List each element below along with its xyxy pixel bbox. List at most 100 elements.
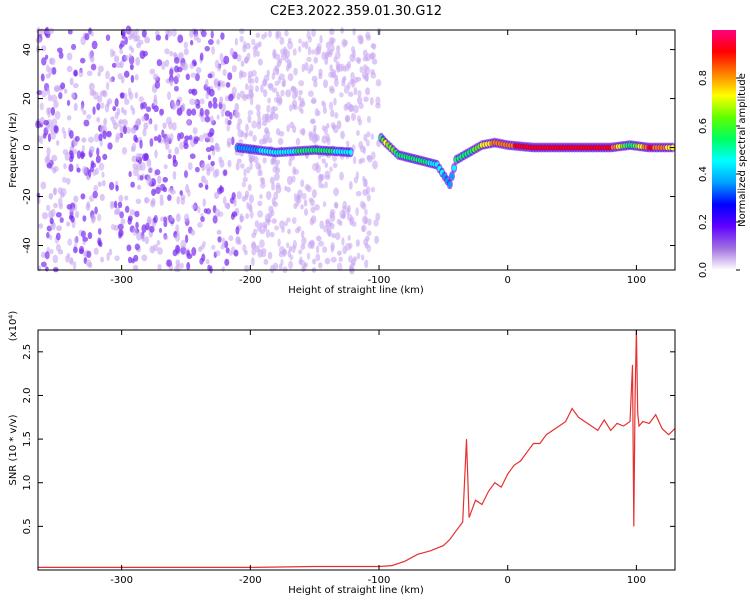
noise-speck — [185, 183, 190, 193]
noise-speck — [210, 30, 214, 39]
noise-speck — [365, 139, 370, 147]
noise-speck — [329, 166, 333, 173]
noise-speck — [278, 97, 283, 105]
noise-speck — [174, 265, 179, 273]
noise-speck — [264, 128, 270, 135]
noise-speck — [91, 40, 98, 50]
noise-speck — [277, 58, 283, 64]
noise-speck — [44, 54, 49, 60]
noise-speck — [299, 128, 306, 135]
noise-speck — [73, 195, 79, 203]
noise-speck — [47, 94, 53, 102]
x-tick-label: 0 — [505, 575, 511, 586]
noise-speck — [59, 217, 64, 223]
noise-speck — [248, 84, 254, 93]
noise-speck — [361, 175, 366, 182]
noise-speck — [66, 177, 71, 185]
noise-speck — [123, 70, 130, 78]
noise-speck — [341, 237, 345, 246]
noise-speck — [48, 27, 55, 34]
noise-speck — [290, 85, 296, 93]
noise-speck — [323, 79, 329, 89]
noise-speck — [66, 99, 71, 107]
noise-speck — [326, 48, 331, 56]
noise-speck — [294, 196, 300, 203]
noise-speck — [149, 225, 155, 233]
noise-speck — [200, 216, 205, 223]
noise-speck — [111, 62, 117, 68]
noise-speck — [318, 262, 323, 269]
noise-speck — [136, 231, 143, 241]
noise-speck — [369, 96, 374, 106]
noise-speck — [157, 175, 162, 184]
noise-speck — [247, 114, 252, 124]
noise-speck — [287, 40, 294, 50]
noise-speck — [55, 232, 61, 241]
noise-speck — [144, 197, 150, 204]
noise-speck — [191, 88, 195, 94]
noise-speck — [280, 48, 286, 55]
noise-speck — [278, 73, 285, 81]
noise-speck — [374, 235, 380, 244]
noise-speck — [243, 249, 248, 256]
noise-speck — [356, 129, 360, 136]
noise-speck — [165, 34, 169, 41]
noise-speck — [46, 87, 50, 96]
noise-speck — [86, 70, 93, 77]
noise-speck — [108, 181, 115, 191]
noise-speck — [67, 238, 73, 246]
noise-speck — [334, 202, 339, 209]
noise-speck — [310, 206, 316, 214]
noise-speck — [365, 73, 369, 82]
noise-speck — [345, 114, 351, 123]
noise-speck — [324, 257, 331, 265]
noise-speck — [105, 81, 110, 91]
noise-speck — [361, 202, 367, 210]
noise-speck — [280, 89, 285, 97]
noise-speck — [167, 91, 171, 101]
noise-speck — [121, 31, 126, 40]
noise-speck — [217, 236, 222, 243]
noise-speck — [121, 147, 128, 155]
y-tick-label: 1.5 — [22, 431, 33, 447]
noise-speck — [172, 249, 178, 257]
noise-speck — [47, 111, 51, 118]
noise-speck — [39, 135, 44, 145]
noise-speck — [148, 166, 153, 173]
noise-speck — [334, 232, 341, 241]
noise-speck — [106, 100, 110, 108]
noise-speck — [339, 209, 346, 219]
noise-speck — [245, 123, 249, 133]
noise-speck — [114, 200, 118, 209]
noise-speck — [172, 171, 177, 180]
snr-y-label: SNR (10 * v/v) — [8, 414, 19, 485]
noise-speck — [375, 96, 381, 106]
noise-speck — [191, 247, 197, 256]
snr-y-scale-label: (x10⁴) — [8, 311, 19, 342]
noise-speck — [240, 60, 245, 67]
noise-speck — [48, 67, 53, 76]
noise-speck — [242, 176, 249, 183]
noise-speck — [36, 27, 41, 35]
noise-speck — [364, 217, 368, 225]
noise-speck — [244, 132, 248, 140]
noise-speck — [369, 53, 375, 60]
noise-speck — [151, 198, 156, 206]
noise-speck — [324, 170, 331, 178]
noise-speck — [215, 146, 221, 153]
noise-speck — [212, 215, 218, 224]
noise-speck — [227, 119, 232, 126]
noise-speck — [73, 69, 78, 77]
noise-speck — [235, 226, 240, 235]
noise-speck — [337, 63, 343, 72]
noise-speck — [189, 62, 195, 70]
noise-speck — [141, 254, 148, 262]
noise-speck — [76, 167, 81, 173]
noise-speck — [97, 239, 102, 247]
noise-speck — [90, 160, 95, 166]
noise-speck — [46, 162, 53, 169]
noise-speck — [189, 98, 196, 106]
noise-speck — [366, 131, 371, 138]
noise-speck — [120, 107, 125, 114]
noise-speck — [213, 191, 220, 199]
